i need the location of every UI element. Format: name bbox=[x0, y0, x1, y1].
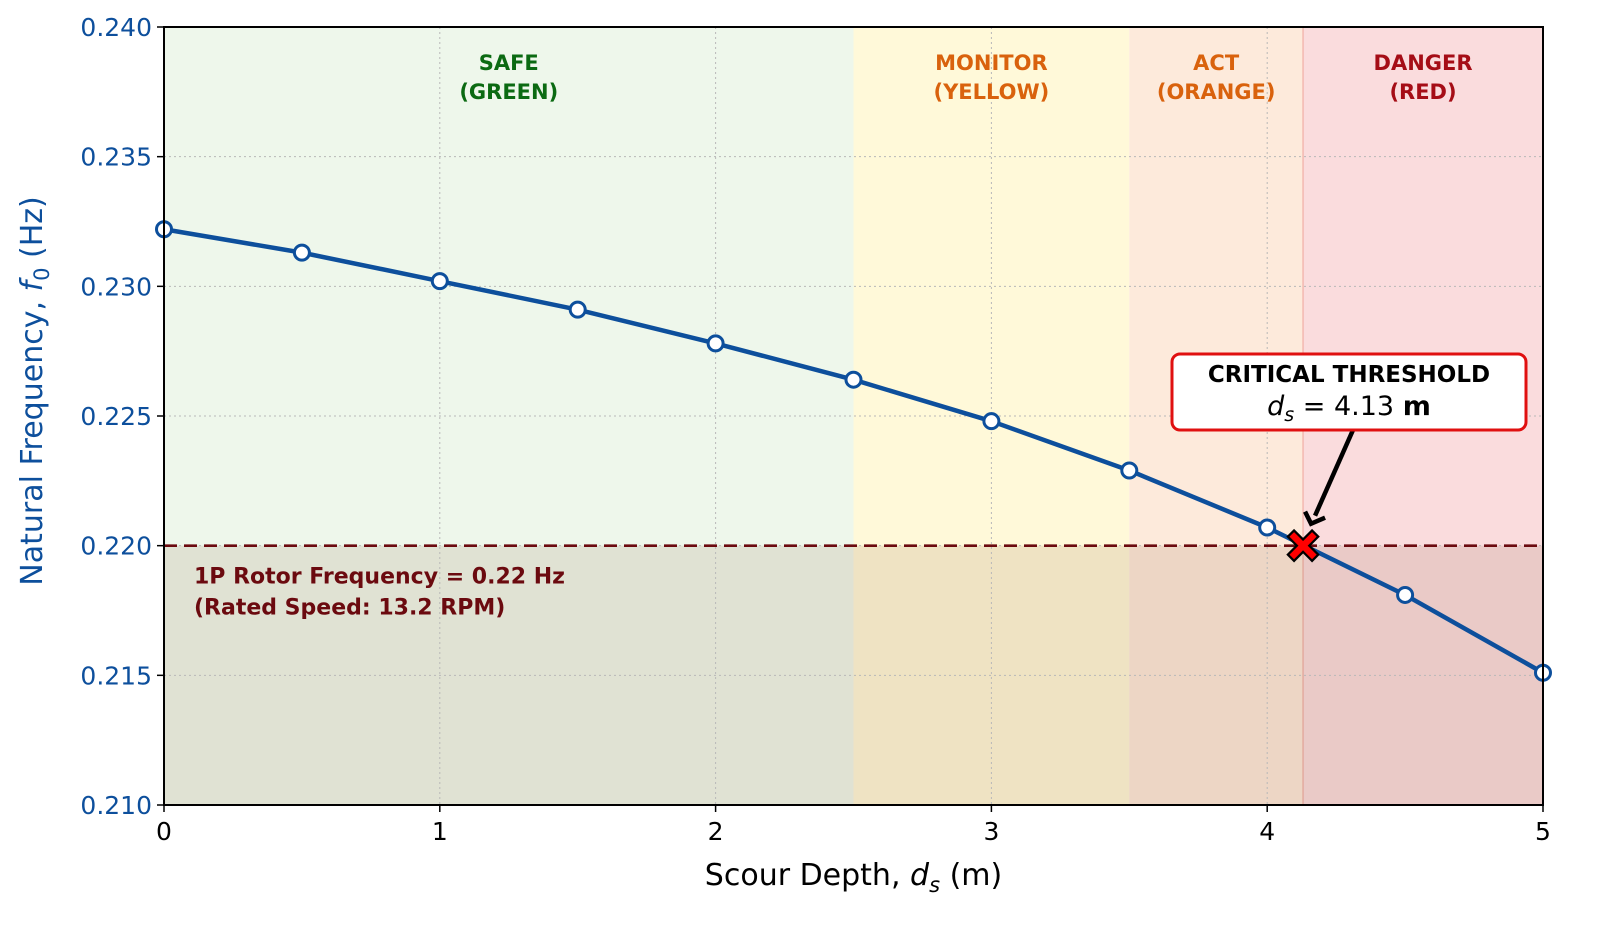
x-tick-label-5: 5 bbox=[1535, 817, 1551, 846]
x-axis-title-var: d bbox=[910, 858, 930, 893]
critical-point bbox=[1286, 528, 1320, 563]
x-tick-label-3: 3 bbox=[983, 817, 999, 846]
zone-sublabel-act: (ORANGE) bbox=[1157, 80, 1276, 104]
zone-label-act: ACT bbox=[1193, 51, 1240, 75]
data-point-2.5 bbox=[844, 370, 863, 389]
y-tick-label-0.225: 0.225 bbox=[80, 402, 152, 431]
data-point-2 bbox=[706, 334, 725, 353]
annotation-var: d bbox=[1267, 391, 1285, 422]
annotation-arrow bbox=[1312, 429, 1356, 517]
data-point-1 bbox=[430, 272, 449, 291]
zone-sublabel-monitor: (YELLOW) bbox=[934, 80, 1050, 104]
x-tick-label-4: 4 bbox=[1259, 817, 1275, 846]
reference-label-line1: 1P Rotor Frequency = 0.22 Hz bbox=[194, 565, 565, 590]
data-point-4 bbox=[1258, 518, 1277, 537]
y-axis-ticks: 0.210 0.215 0.220 0.225 0.230 0.235 0.240 bbox=[80, 13, 164, 820]
zone-labels: SAFE (GREEN) MONITOR (YELLOW) ACT (ORANGE) DAN… bbox=[459, 51, 1472, 104]
y-axis-title: Natural Frequency, f0 (Hz) bbox=[15, 196, 54, 585]
data-point-4.5 bbox=[1396, 585, 1415, 604]
critical-threshold-annotation: CRITICAL THRESHOLD ds = 4.13 m bbox=[1170, 352, 1528, 527]
annotation-arrow-head bbox=[1303, 510, 1326, 527]
data-point-3 bbox=[982, 412, 1001, 431]
y-tick-label-0.23: 0.230 bbox=[80, 272, 152, 301]
zone-label-monitor: MONITOR bbox=[935, 51, 1048, 75]
zone-label-safe: SAFE bbox=[479, 51, 539, 75]
zone-safe bbox=[164, 27, 854, 805]
annotation-value: ds = 4.13 m bbox=[1267, 391, 1431, 426]
below-threshold-shade bbox=[164, 545, 1543, 805]
data-point-0.5 bbox=[292, 243, 311, 262]
data-point-3.5 bbox=[1120, 461, 1139, 480]
y-tick-label-0.21: 0.210 bbox=[80, 791, 152, 820]
y-axis-title-prefix: Natural Frequency, bbox=[15, 291, 50, 585]
annotation-unit: m bbox=[1403, 391, 1431, 422]
x-axis-title: Scour Depth, ds (m) bbox=[705, 858, 1002, 897]
annotation-box bbox=[1170, 352, 1528, 432]
x-axis-ticks: 0 1 2 3 4 5 bbox=[156, 805, 1551, 846]
critical-marker-x-icon bbox=[1289, 532, 1317, 560]
y-tick-label-0.215: 0.215 bbox=[80, 661, 152, 690]
x-axis-title-sub: s bbox=[929, 873, 940, 897]
reference-label-line2: (Rated Speed: 13.2 RPM) bbox=[194, 596, 505, 621]
y-tick-label-0.22: 0.220 bbox=[80, 532, 152, 561]
y-axis-title-suffix: (Hz) bbox=[15, 196, 50, 267]
x-axis-title-prefix: Scour Depth, bbox=[705, 858, 910, 893]
x-tick-label-1: 1 bbox=[432, 817, 448, 846]
x-tick-label-2: 2 bbox=[708, 817, 724, 846]
y-tick-label-0.24: 0.240 bbox=[80, 13, 152, 42]
annotation-title: CRITICAL THRESHOLD bbox=[1208, 362, 1490, 388]
y-tick-label-0.235: 0.235 bbox=[80, 143, 152, 172]
annotation-sub: s bbox=[1284, 404, 1294, 426]
y-axis-title-sub: 0 bbox=[30, 268, 54, 281]
x-axis-title-suffix: (m) bbox=[940, 858, 1002, 893]
zone-sublabel-danger: (RED) bbox=[1389, 80, 1456, 104]
annotation-eq: = 4.13 bbox=[1294, 391, 1403, 422]
data-point-1.5 bbox=[568, 300, 587, 319]
zone-sublabel-safe: (GREEN) bbox=[459, 80, 558, 104]
zone-label-danger: DANGER bbox=[1374, 51, 1473, 75]
x-tick-label-0: 0 bbox=[156, 817, 172, 846]
